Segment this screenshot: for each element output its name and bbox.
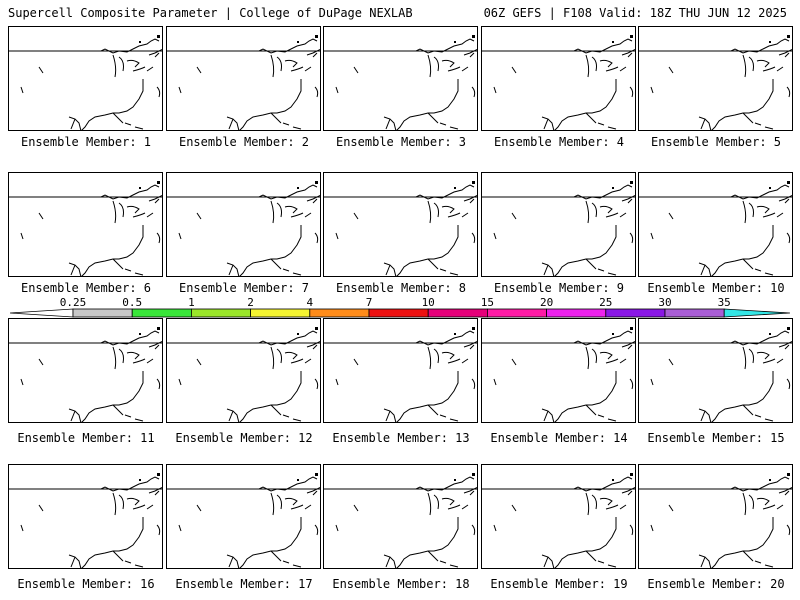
member-caption: Ensemble Member: 8 xyxy=(335,281,467,295)
colorbar-tick-label: 0.5 xyxy=(122,296,143,309)
member-caption: Ensemble Member: 20 xyxy=(647,577,785,591)
colorbar-tick-label: 15 xyxy=(480,296,495,309)
member-map-2 xyxy=(166,26,321,131)
colorbar-segment-20 xyxy=(546,308,607,318)
colorbar-tick-label: 7 xyxy=(365,296,373,309)
member-map-11 xyxy=(8,318,163,423)
member-map-5 xyxy=(638,26,793,131)
member-caption: Ensemble Member: 1 xyxy=(20,135,152,149)
member-caption: Ensemble Member: 10 xyxy=(647,281,785,295)
member-caption: Ensemble Member: 14 xyxy=(490,431,628,445)
member-map-15 xyxy=(638,318,793,423)
colorbar-segment-15 xyxy=(486,308,547,318)
member-caption: Ensemble Member: 5 xyxy=(650,135,782,149)
member-map-1 xyxy=(8,26,163,131)
colorbar-segment-0.5 xyxy=(131,308,192,318)
member-caption: Ensemble Member: 13 xyxy=(332,431,470,445)
member-map-17 xyxy=(166,464,321,569)
member-map-20 xyxy=(638,464,793,569)
colorbar-tick-label: 25 xyxy=(599,296,613,309)
colorbar-lower-arrow xyxy=(10,308,74,318)
member-caption: Ensemble Member: 17 xyxy=(175,577,313,591)
colorbar-segment-0.25 xyxy=(72,308,133,318)
member-caption: Ensemble Member: 3 xyxy=(335,135,467,149)
member-map-4 xyxy=(481,26,636,131)
colorbar-tick-label: 30 xyxy=(658,296,672,309)
colorbar-tick-label: 1 xyxy=(188,296,195,309)
member-caption: Ensemble Member: 4 xyxy=(493,135,625,149)
member-caption: Ensemble Member: 15 xyxy=(647,431,785,445)
member-map-10 xyxy=(638,172,793,277)
member-map-9 xyxy=(481,172,636,277)
colorbar-segment-30 xyxy=(664,308,725,318)
member-caption: Ensemble Member: 18 xyxy=(332,577,470,591)
member-caption: Ensemble Member: 2 xyxy=(178,135,310,149)
member-map-13 xyxy=(323,318,478,423)
colorbar-tick-label: 0.25 xyxy=(59,296,87,309)
colorbar-segment-25 xyxy=(605,308,666,318)
member-map-18 xyxy=(323,464,478,569)
colorbar-segment-7 xyxy=(368,308,429,318)
colorbar-segment-4 xyxy=(309,308,370,318)
member-caption: Ensemble Member: 16 xyxy=(17,577,155,591)
member-caption: Ensemble Member: 12 xyxy=(175,431,313,445)
colorbar-tick-label: 35 xyxy=(717,296,731,309)
colorbar-tick-label: 10 xyxy=(421,296,435,309)
member-caption: Ensemble Member: 19 xyxy=(490,577,628,591)
member-map-7 xyxy=(166,172,321,277)
member-map-3 xyxy=(323,26,478,131)
colorbar-upper-arrow xyxy=(723,308,790,318)
member-caption: Ensemble Member: 7 xyxy=(178,281,310,295)
run-info: 06Z GEFS | F108 Valid: 18Z THU JUN 12 20… xyxy=(483,6,787,20)
colorbar-segment-1 xyxy=(190,308,251,318)
page-title: Supercell Composite Parameter | College … xyxy=(8,6,413,20)
member-caption: Ensemble Member: 6 xyxy=(20,281,152,295)
member-map-8 xyxy=(323,172,478,277)
colorbar-tick-label: 4 xyxy=(306,296,314,309)
member-map-19 xyxy=(481,464,636,569)
member-map-12 xyxy=(166,318,321,423)
member-map-16 xyxy=(8,464,163,569)
member-map-6 xyxy=(8,172,163,277)
colorbar-tick-label: 2 xyxy=(247,296,254,309)
colorbar-segment-10 xyxy=(427,308,488,318)
colorbar-tick-label: 20 xyxy=(539,296,554,309)
colorbar-segment-2 xyxy=(250,308,311,318)
colorbar xyxy=(10,308,790,318)
member-caption: Ensemble Member: 9 xyxy=(493,281,625,295)
member-caption: Ensemble Member: 11 xyxy=(17,431,155,445)
member-map-14 xyxy=(481,318,636,423)
